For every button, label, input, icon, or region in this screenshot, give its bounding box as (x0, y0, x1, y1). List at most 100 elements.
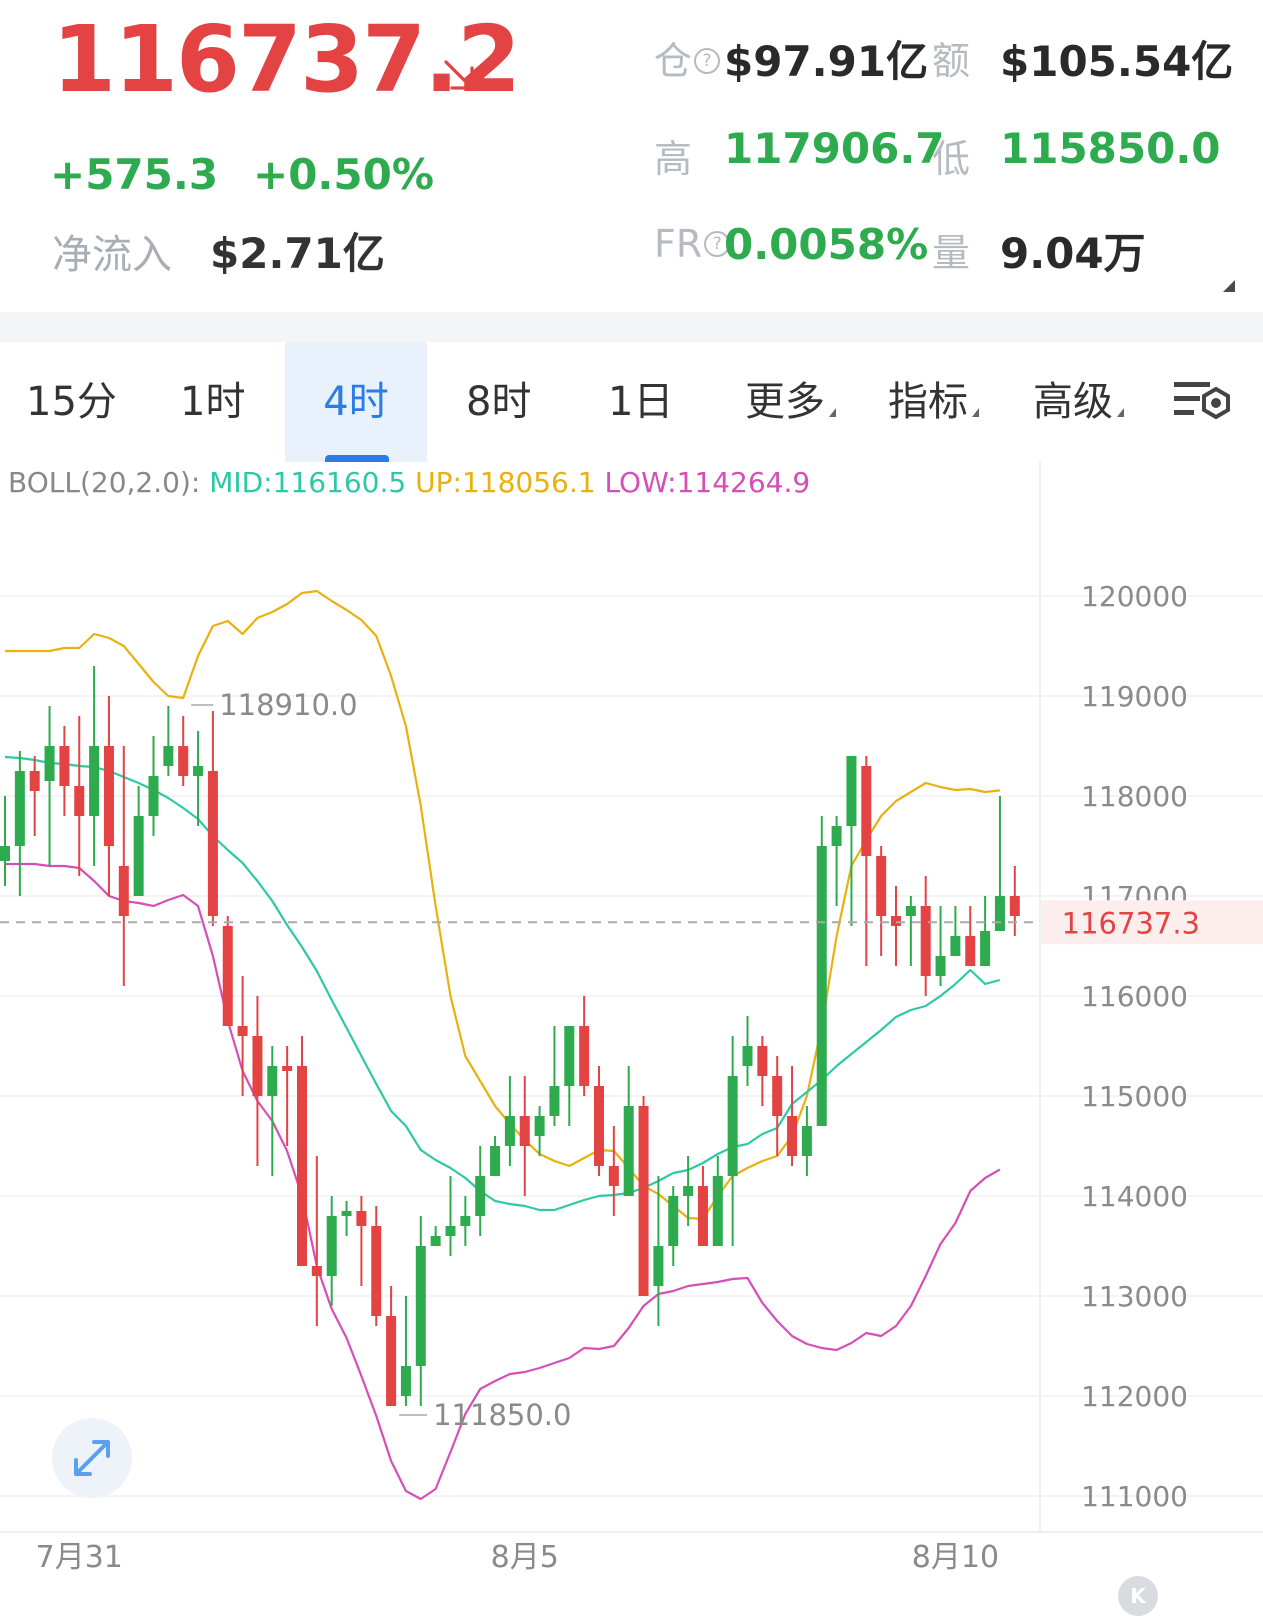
timeframe-tabs: 15分 1时 4时 8时 1日 更多 指标 高级 (0, 342, 1263, 462)
dropdown-icon (972, 408, 979, 417)
candle-body (980, 931, 991, 966)
candle-body (237, 1026, 248, 1036)
candle-body (103, 746, 114, 846)
candle-body (341, 1211, 352, 1216)
funding-rate-value: 0.0058% (724, 220, 929, 269)
candle-body (623, 1106, 634, 1196)
candle-body (638, 1106, 649, 1296)
help-icon[interactable]: ? (704, 231, 731, 257)
tab-1h[interactable]: 1时 (180, 379, 246, 425)
candle-body (519, 1116, 530, 1146)
net-inflow-value: $2.71亿 (210, 229, 385, 278)
chart-settings-icon[interactable] (1172, 376, 1234, 426)
boll-legend: BOLL(20,2.0): MID:116160.5 UP:118056.1 L… (8, 466, 810, 499)
candle-body (608, 1166, 619, 1186)
arrow-down-right-icon (444, 60, 474, 90)
candle-body (326, 1216, 337, 1276)
candle-body (891, 916, 901, 926)
candle-body (965, 936, 976, 966)
low-value: 115850.0 (1000, 124, 1221, 173)
candle-body (727, 1076, 738, 1176)
candle-body (683, 1186, 694, 1196)
open-interest-label: 仓? (654, 30, 721, 85)
candle-body (430, 1236, 441, 1246)
candle-body (490, 1146, 501, 1176)
candle-body (371, 1226, 382, 1316)
candle-body (222, 926, 233, 1026)
high-label: 高 (654, 137, 693, 181)
candle-body (668, 1196, 679, 1246)
fullscreen-button[interactable] (52, 1418, 132, 1498)
min-price-label: 111850.0 (433, 1398, 571, 1432)
candle-body (44, 746, 55, 781)
candle-body (74, 786, 85, 816)
candle-body (252, 1036, 263, 1096)
k-icon[interactable]: K (1118, 1576, 1158, 1616)
candle-body (905, 906, 916, 916)
candle-body (59, 746, 70, 786)
candle-body (757, 1046, 768, 1076)
boll-upper-line (5, 589, 1001, 1221)
candle-body (29, 771, 40, 791)
tab-4h[interactable]: 4时 (285, 342, 427, 462)
boll-mid-line (4, 755, 1001, 1212)
y-tick-label: 116000 (1081, 980, 1188, 1013)
price-change: +575.3 (50, 150, 219, 199)
candle-body (133, 816, 144, 896)
candle-body (207, 771, 218, 916)
y-tick-label: 113000 (1081, 1280, 1188, 1313)
y-tick-label: 114000 (1081, 1180, 1188, 1213)
candle-body (282, 1066, 293, 1071)
last-price: 116737.2 (52, 6, 521, 113)
candle-body (89, 746, 100, 816)
tab-1d[interactable]: 1日 (608, 379, 674, 425)
volume-label: 量 (932, 231, 971, 275)
dropdown-icon (829, 408, 836, 417)
boll-mid-value: MID:116160.5 (209, 466, 407, 499)
candle-body (460, 1216, 471, 1226)
candle-body (653, 1246, 664, 1286)
candle-body (801, 1126, 812, 1156)
candle-body (504, 1116, 515, 1146)
x-tick-label: 8月10 (912, 1540, 999, 1575)
candle-body (787, 1116, 798, 1156)
candle-body (579, 1026, 590, 1086)
candle-body (920, 906, 931, 976)
price-change-percent: +0.50% (253, 150, 434, 199)
candle-body (994, 896, 1005, 931)
candle-body (876, 856, 887, 916)
candle-body (564, 1026, 575, 1086)
tab-advanced[interactable]: 高级 (1033, 342, 1124, 462)
tab-more[interactable]: 更多 (745, 342, 836, 462)
amount-value: $105.54亿 (1000, 37, 1234, 86)
candle-body (415, 1246, 426, 1366)
boll-low-value: LOW:114264.9 (604, 466, 811, 499)
candle-body (400, 1366, 411, 1396)
boll-up-value: UP:118056.1 (415, 466, 596, 499)
tab-8h[interactable]: 8时 (466, 379, 532, 425)
help-icon[interactable]: ? (694, 48, 721, 74)
x-tick-label: 7月31 (36, 1540, 123, 1575)
boll-lower-line (5, 862, 1001, 1501)
candle-body (297, 1066, 307, 1266)
price-axis-panel (1040, 462, 1263, 1532)
tab-indicators[interactable]: 指标 (888, 342, 979, 462)
candlestick-chart[interactable]: 1110001120001130001140001150001160001170… (0, 462, 1263, 1608)
candle-body (14, 771, 25, 846)
expand-stats-icon[interactable] (1223, 280, 1235, 292)
candle-body (178, 746, 189, 776)
divider (0, 312, 1263, 342)
boll-legend-prefix: BOLL(20,2.0): (8, 466, 201, 499)
y-tick-label: 119000 (1081, 680, 1188, 713)
candle-body (950, 936, 961, 956)
candle-body (712, 1176, 723, 1246)
tab-15min[interactable]: 15分 (26, 379, 117, 425)
y-tick-label: 111000 (1081, 1480, 1188, 1513)
candle-body (267, 1066, 278, 1096)
current-price-label: 116737.3 (1062, 906, 1200, 940)
candle-body (935, 956, 946, 976)
funding-rate-label: FR? (654, 222, 731, 266)
dropdown-icon (1117, 408, 1124, 417)
candle-body (0, 846, 10, 861)
candle-body (356, 1211, 367, 1226)
